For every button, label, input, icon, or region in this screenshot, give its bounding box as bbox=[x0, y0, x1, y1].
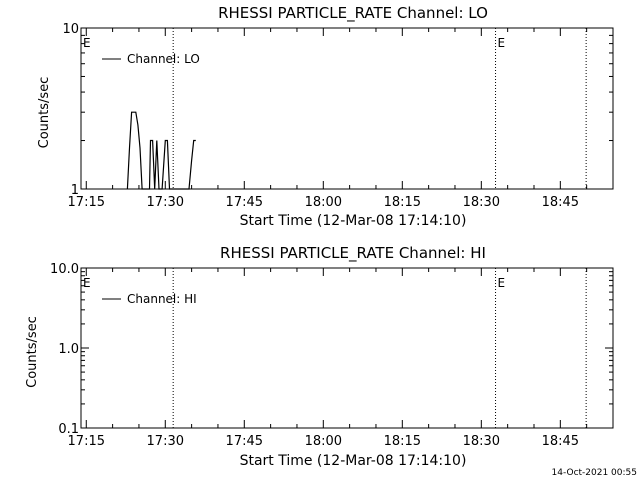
x-tick-label: 18:15 bbox=[384, 434, 421, 449]
x-tick-label: 18:00 bbox=[305, 195, 342, 210]
plot-frame bbox=[80, 27, 614, 190]
y-tick-label: 10 bbox=[62, 22, 79, 37]
x-tick-label: 18:45 bbox=[542, 434, 579, 449]
x-tick-label: 18:30 bbox=[463, 434, 500, 449]
chart-title: RHESSI PARTICLE_RATE Channel: LO bbox=[218, 4, 488, 23]
x-tick-label: 17:45 bbox=[226, 195, 263, 210]
x-tick-label: 17:30 bbox=[147, 195, 184, 210]
x-tick-label: 17:45 bbox=[226, 434, 263, 449]
timestamp: 14-Oct-2021 00:55 bbox=[552, 468, 637, 478]
y-tick-label: 10.0 bbox=[50, 262, 79, 277]
panel-1: RHESSI PARTICLE_RATE Channel: LO 17:15 17:… bbox=[37, 4, 614, 229]
y-axis-label: Counts/sec bbox=[25, 316, 40, 388]
corner-label: E bbox=[83, 36, 91, 50]
legend-entry: Channel: LO bbox=[127, 52, 200, 66]
x-tick-label: 18:15 bbox=[384, 195, 421, 210]
y-tick-label: 1.0 bbox=[58, 342, 79, 357]
y-tick-label: 1 bbox=[71, 183, 79, 198]
chart-title: RHESSI PARTICLE_RATE Channel: HI bbox=[220, 244, 486, 263]
y-tick-label: 0.1 bbox=[58, 422, 79, 437]
panel-2: RHESSI PARTICLE_RATE Channel: HI 17:15 17:… bbox=[25, 244, 614, 469]
x-tick-label: 18:30 bbox=[463, 195, 500, 210]
x-axis-label: Start Time (12-Mar-08 17:14:10) bbox=[240, 213, 467, 229]
event-label: E bbox=[498, 276, 506, 290]
legend-entry: Channel: HI bbox=[127, 292, 197, 306]
x-tick-label: 18:00 bbox=[305, 434, 342, 449]
x-tick-label: 17:15 bbox=[68, 434, 105, 449]
x-tick-label: 17:15 bbox=[68, 195, 105, 210]
x-tick-label: 18:45 bbox=[542, 195, 579, 210]
corner-label: E bbox=[83, 276, 91, 290]
event-label: E bbox=[498, 36, 506, 50]
x-tick-label: 17:30 bbox=[147, 434, 184, 449]
x-axis-label: Start Time (12-Mar-08 17:14:10) bbox=[240, 453, 467, 469]
y-axis-label: Counts/sec bbox=[37, 77, 52, 149]
series-line bbox=[126, 111, 196, 190]
